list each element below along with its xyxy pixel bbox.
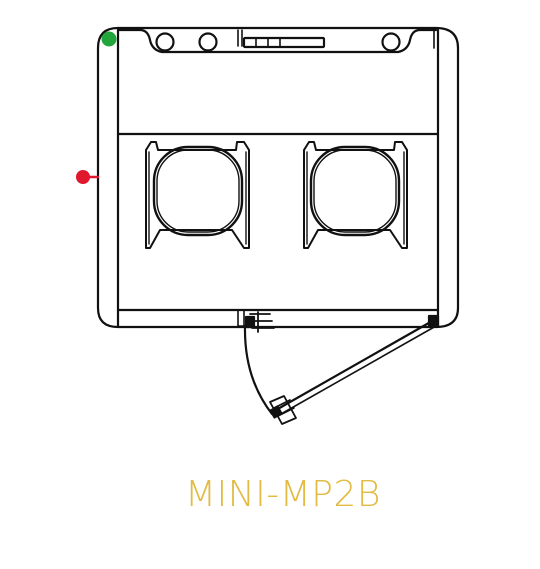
door-hinge-left [237,309,275,333]
door-swing-arc [243,324,274,416]
supply-connection-dot [76,170,90,184]
door-leaf-open [269,314,440,425]
burner-left [145,141,250,249]
control-panel [116,28,438,54]
knob-right [381,32,401,52]
knob-middle [198,32,218,52]
power-indicator-dot [101,31,117,47]
burner-right [303,141,408,249]
model-name-label: MINI-MP2B [185,474,381,515]
control-display [242,36,326,49]
knob-left [155,32,175,52]
